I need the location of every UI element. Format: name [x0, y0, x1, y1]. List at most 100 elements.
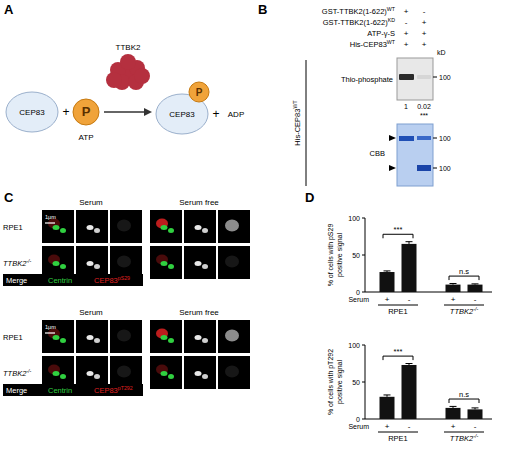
label: TTBK2: [116, 43, 141, 52]
axis-label: % of cells with pT292: [327, 349, 335, 415]
label: CEP83: [169, 110, 195, 119]
micrograph: [110, 210, 142, 243]
centriole: [202, 264, 208, 269]
centriole: [161, 261, 168, 266]
error-cap: [384, 270, 391, 271]
bar: [402, 244, 417, 292]
figure: ACEP83+PATPTTBK2CEP83P+ADPBGST-TTBK2(1-6…: [0, 0, 513, 455]
tick-label: 100: [348, 215, 360, 222]
centriole: [161, 335, 168, 340]
axis-label: positive signal: [336, 233, 344, 277]
phosphate-shape: [73, 99, 99, 125]
text-main: Merge: [6, 276, 27, 285]
axis-label: positive signal: [336, 360, 344, 404]
micrograph: [218, 320, 250, 353]
micrograph: [110, 320, 142, 353]
caption-strip: [3, 274, 143, 286]
label: RPE1: [3, 223, 23, 232]
label: Centrin: [48, 386, 72, 395]
label: TTBK2-/-: [3, 258, 32, 268]
marker-tick: [433, 138, 437, 139]
micrograph: [42, 320, 74, 353]
micrograph: [76, 210, 108, 243]
text-main: Centrin: [48, 386, 72, 395]
enzyme-shape: [134, 68, 150, 84]
label: 100: [439, 135, 451, 142]
bar: [380, 397, 395, 419]
centriole: [87, 371, 94, 376]
centriole: [53, 261, 60, 266]
error-bar: [406, 364, 413, 365]
bars: [380, 242, 483, 292]
centriole: [202, 338, 208, 343]
y-tick: [362, 382, 365, 383]
tick-label: 0: [356, 416, 360, 423]
label: P: [196, 87, 203, 98]
micrograph: [150, 246, 182, 279]
label: 1: [404, 103, 408, 110]
label: Serum free: [179, 198, 219, 207]
error-bar: [384, 271, 391, 272]
bar: [468, 285, 483, 292]
micrograph: [184, 210, 216, 243]
label: 0.02: [417, 103, 431, 110]
significance: ***: [394, 347, 403, 356]
group-label: TTBK2-/-: [450, 306, 479, 316]
enzyme-shape: [120, 54, 136, 70]
signal-gray: [117, 330, 131, 342]
background: [0, 0, 513, 455]
blot: [397, 58, 433, 100]
label: -: [423, 7, 426, 16]
signal-gray: [225, 366, 239, 378]
tick-label: -: [408, 295, 411, 304]
tick-label: -: [474, 295, 477, 304]
tick-label: +: [451, 295, 456, 304]
group-line: [378, 305, 418, 306]
y-tick: [362, 218, 365, 219]
text-sup: -/-: [473, 306, 478, 312]
centriole: [168, 338, 174, 343]
label: 100: [439, 74, 451, 81]
centriole: [87, 225, 94, 230]
centriole: [87, 261, 94, 266]
panel-a: ACEP83+PATPTTBK2CEP83P+ADP: [4, 2, 244, 142]
error-cap: [450, 283, 457, 284]
centriole: [94, 264, 100, 269]
micrograph: [184, 320, 216, 353]
protein-shape: [6, 92, 58, 132]
group-line: [378, 432, 418, 433]
bar: [380, 272, 395, 292]
micrograph: [42, 210, 74, 243]
marker-tick: [433, 77, 437, 78]
label: +: [404, 40, 409, 49]
signal-gray: [117, 256, 131, 268]
centriole: [53, 225, 60, 230]
label: Thio-phosphate: [341, 75, 393, 84]
label: Merge: [6, 386, 27, 395]
y-tick: [362, 345, 365, 346]
caption-strip: [3, 384, 143, 396]
micrograph: [150, 356, 182, 389]
label: -: [405, 18, 408, 27]
label: CEP83pT292: [94, 385, 133, 395]
blot-band: [417, 75, 431, 79]
centriole: [168, 228, 174, 233]
gel: [397, 124, 433, 186]
centriole: [60, 374, 66, 379]
signal-gray: [117, 366, 131, 378]
bar-chart: 050100% of cells with pT292positive sign…: [327, 342, 492, 444]
group-label: RPE1: [388, 307, 408, 316]
text-sup: WT: [387, 6, 396, 12]
bars: [380, 364, 483, 420]
axis-label: Serum: [348, 423, 369, 430]
error-bar: [450, 406, 457, 407]
error-cap: [406, 363, 413, 364]
text-main: TTBK2: [3, 259, 27, 268]
panel-letter: B: [258, 2, 267, 17]
micrograph: [76, 320, 108, 353]
text-main: GST-TTBK2(1-622): [322, 7, 388, 16]
panel-c: CSerumSerum freeRPE1TTBK2-/-MergeCentrin…: [3, 190, 250, 396]
tick-label: +: [385, 422, 390, 431]
scale-bar: [45, 222, 55, 223]
micrograph: [218, 356, 250, 389]
